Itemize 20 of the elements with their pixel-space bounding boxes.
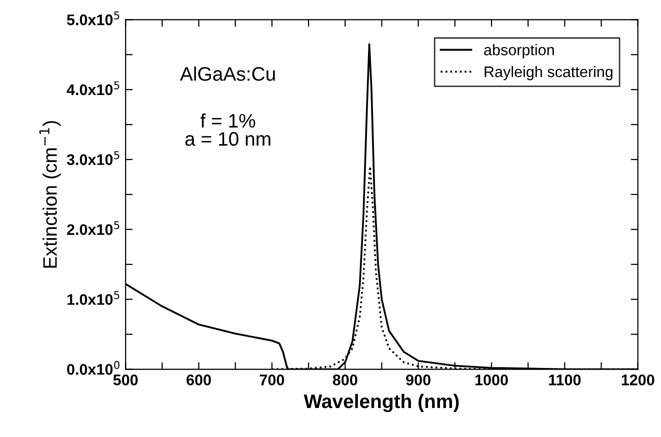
legend-label: Rayleigh scattering xyxy=(484,66,612,80)
x-tick-label: 1000 xyxy=(475,374,508,386)
x-tick-label: 800 xyxy=(332,374,358,386)
x-tick-label: 1200 xyxy=(622,374,654,386)
y-tick-label: 0.0x10$^{0}$ xyxy=(67,360,120,375)
y-tick-label: 1.0x10$^{5}$ xyxy=(67,291,120,305)
y-axis-title: Extinction (cm$^{−1}$) xyxy=(39,121,61,268)
y-tick-label: 4.0x10$^{5}$ xyxy=(66,81,120,96)
x-tick-label: 700 xyxy=(260,374,284,386)
x-axis-title: Wavelength (nm) xyxy=(304,394,459,412)
y-tick-label: 3.0x10$^{5}$ xyxy=(66,151,120,166)
legend-label: absorption xyxy=(484,44,554,58)
x-tick-label: 600 xyxy=(186,374,211,386)
y-tick-label: 2.0x10$^{5}$ xyxy=(67,221,120,236)
x-tick-label: 500 xyxy=(113,374,138,386)
x-tick-label: 1100 xyxy=(549,374,581,386)
annotation: AlGaAs:Cu xyxy=(180,66,275,81)
y-tick-label: 5.0x10$^{5}$ xyxy=(66,11,120,26)
x-tick-label: 900 xyxy=(406,374,430,386)
annotation: f = 1% a = 10 nm xyxy=(185,113,270,146)
